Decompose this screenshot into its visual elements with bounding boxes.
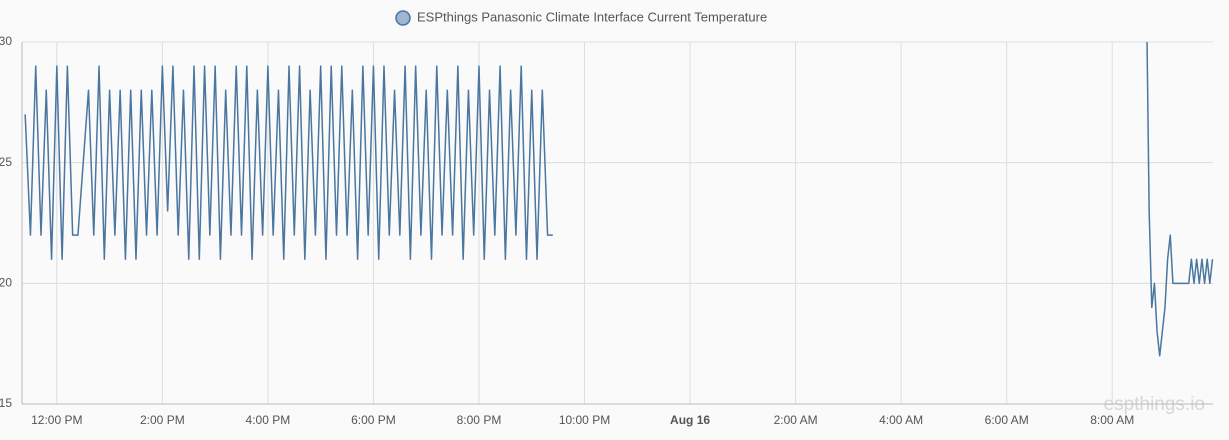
x-tick-label: 12:00 PM	[31, 413, 82, 427]
legend-swatch[interactable]	[395, 10, 411, 26]
x-tick-label: 2:00 PM	[140, 413, 185, 427]
x-tick-label: 10:00 PM	[559, 413, 610, 427]
legend-label[interactable]: ESPthings Panasonic Climate Interface Cu…	[417, 9, 767, 24]
x-tick-label: 8:00 PM	[457, 413, 502, 427]
x-tick-label: 4:00 PM	[246, 413, 291, 427]
y-tick-label: 25	[0, 155, 12, 169]
y-tick-label: 20	[0, 276, 12, 290]
series-line	[24, 41, 1214, 357]
x-tick-label: 4:00 AM	[879, 413, 923, 427]
x-tick-label: Aug 16	[670, 413, 710, 427]
watermark: espthings.io	[1104, 394, 1205, 415]
x-tick-label: 6:00 PM	[351, 413, 396, 427]
y-tick-label: 15	[0, 396, 12, 410]
y-tick-label: 30	[0, 34, 12, 48]
x-tick-label: 6:00 AM	[985, 413, 1029, 427]
x-tick-label: 2:00 AM	[774, 413, 818, 427]
x-tick-label: 8:00 AM	[1090, 413, 1134, 427]
